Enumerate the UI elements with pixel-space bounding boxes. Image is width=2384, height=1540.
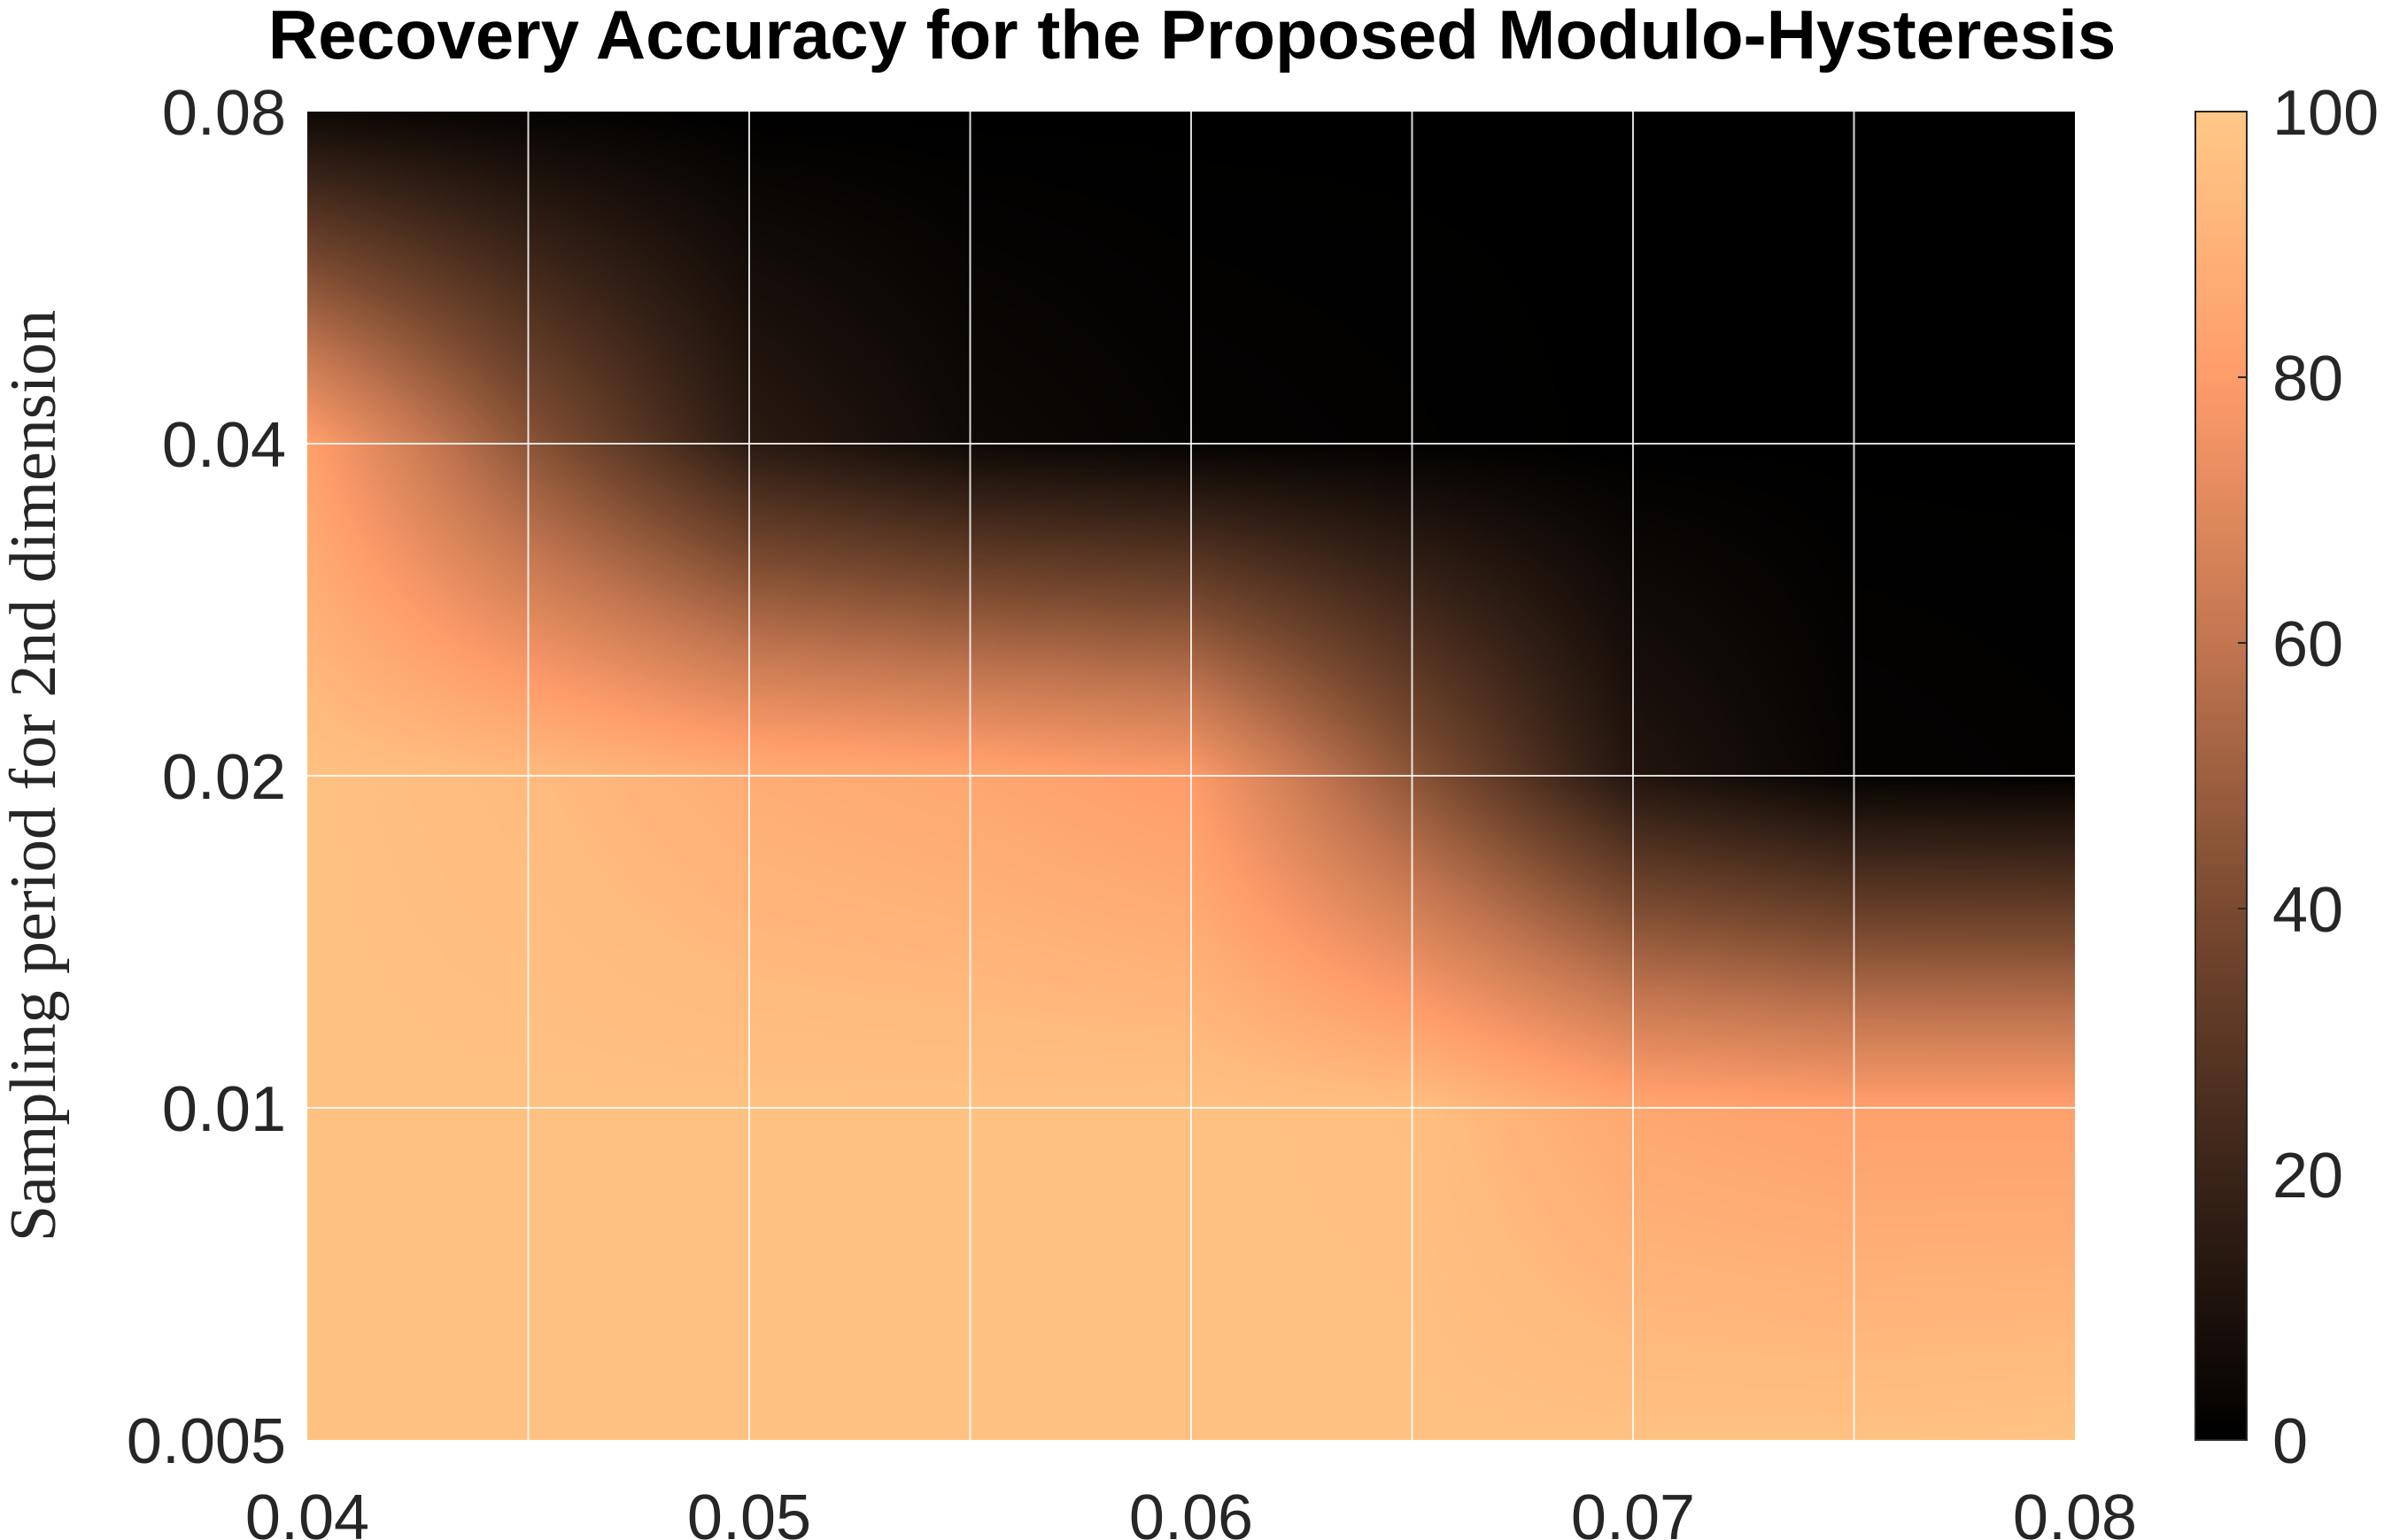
colorbar-tick-label: 100 <box>2272 78 2379 149</box>
colorbar-tick-label: 20 <box>2272 1141 2343 1211</box>
y-tick-label: 0.01 <box>162 1074 286 1145</box>
colorbar-tick-label: 40 <box>2272 875 2343 946</box>
x-tick-label: 0.08 <box>2013 1482 2137 1540</box>
y-axis-label: Sampling period for 2nd dimension <box>0 310 70 1242</box>
y-tick-label: 0.02 <box>162 742 286 813</box>
colorbar-border <box>2194 111 2248 1441</box>
y-tick-label: 0.08 <box>162 78 286 149</box>
colorbar-tick-label: 0 <box>2272 1406 2308 1477</box>
x-tick-label: 0.05 <box>687 1482 811 1540</box>
chart-title: Recovery Accuracy for the Proposed Modul… <box>268 0 2116 74</box>
grid-lines <box>307 112 2075 1440</box>
plot-area <box>307 112 2075 1440</box>
x-tick-label: 0.04 <box>245 1482 369 1540</box>
colorbar-tick-label: 60 <box>2272 609 2343 680</box>
colorbar-tick-label: 80 <box>2272 344 2343 414</box>
x-tick-label: 0.07 <box>1571 1482 1695 1540</box>
colorbar-ticks: 0 20 40 60 80 100 <box>2238 78 2379 1477</box>
y-axis: 0.005 0.01 0.02 0.04 0.08 <box>127 78 286 1477</box>
y-tick-label: 0.005 <box>127 1406 286 1477</box>
colorbar-gradient <box>2195 112 2247 1440</box>
y-tick-label: 0.04 <box>162 410 286 481</box>
x-axis: 0.04 0.05 0.06 0.07 0.08 <box>245 1482 2137 1540</box>
x-tick-label: 0.06 <box>1129 1482 1253 1540</box>
colorbar: 0 20 40 60 80 100 <box>2194 78 2379 1477</box>
